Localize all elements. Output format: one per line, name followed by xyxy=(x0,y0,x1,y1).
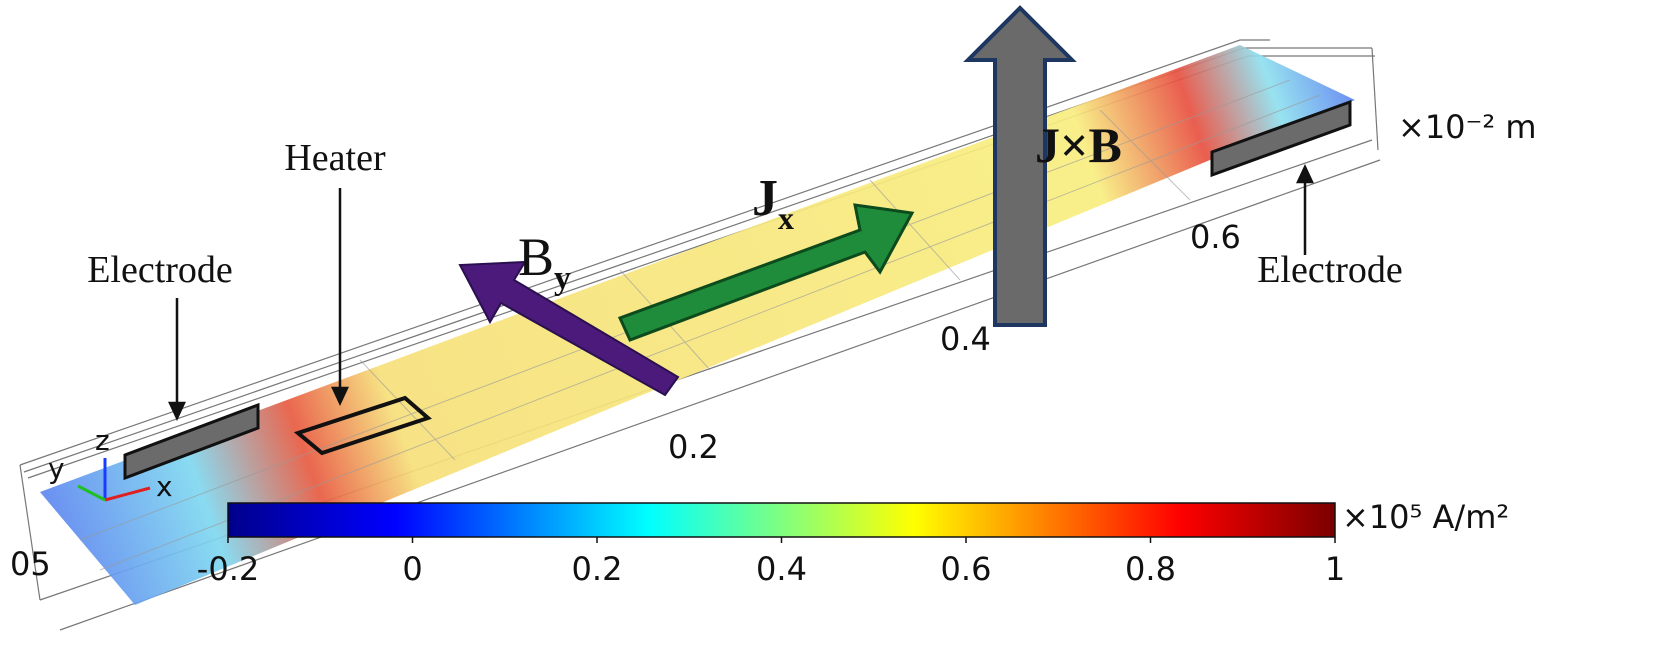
length-tick-label: 0.6 xyxy=(1190,218,1241,256)
jx-label: Jx xyxy=(752,170,794,236)
electrode-label: Electrode xyxy=(87,249,233,291)
by-sub: y xyxy=(554,260,571,297)
colorbar-tick-label: -0.2 xyxy=(197,550,259,588)
colorbar-tick-label: 0.2 xyxy=(572,550,623,588)
colorbar-tick-label: 0.6 xyxy=(941,550,992,588)
figure: Heater Electrode Electrode By Jx J×B ×10… xyxy=(0,0,1673,649)
triad-y: y xyxy=(48,452,65,485)
length-tick-label: 0.4 xyxy=(940,320,991,358)
colorbar-tick-label: 1 xyxy=(1325,550,1345,588)
length-tick-label: 05 xyxy=(10,545,51,583)
heater-label: Heater xyxy=(284,137,386,179)
length-tick-label: 0.2 xyxy=(668,428,719,466)
by-label: By xyxy=(518,227,571,297)
colorbar-unit: ×10⁵ A/m² xyxy=(1342,498,1509,536)
by-base: B xyxy=(518,227,554,287)
colorbar-tick-label: 0.8 xyxy=(1125,550,1176,588)
triad-z: z xyxy=(95,424,110,457)
length-unit: ×10⁻² m xyxy=(1398,108,1537,146)
electrode-label: Electrode xyxy=(1257,249,1403,291)
jx-base: J xyxy=(752,170,778,227)
colorbar xyxy=(228,503,1335,537)
triad-x: x xyxy=(156,470,173,503)
colorbar-tick-label: 0 xyxy=(402,550,422,588)
jx-sub: x xyxy=(778,200,794,236)
jxb-label: J×B xyxy=(1035,117,1122,173)
colorbar-tick-label: 0.4 xyxy=(756,550,807,588)
